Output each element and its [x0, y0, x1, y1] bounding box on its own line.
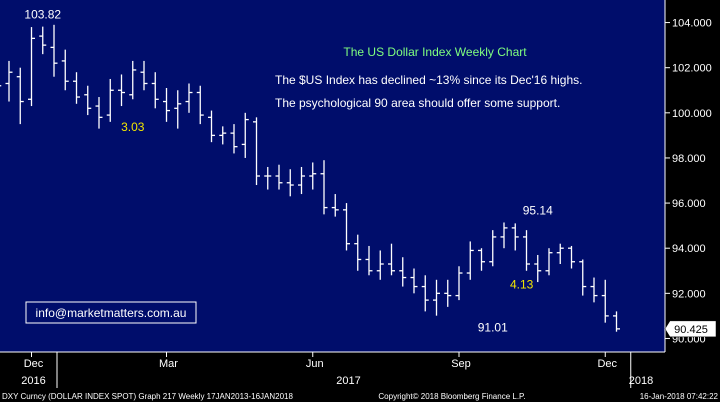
- ohlc-bar: [399, 257, 407, 287]
- y-tick-label: 104.000: [672, 18, 712, 30]
- ohlc-bar: [95, 97, 103, 129]
- chart-title: The US Dollar Index Weekly Chart: [343, 45, 527, 59]
- ohlc-bar: [433, 279, 440, 316]
- annotation-label: 3.03: [121, 120, 145, 134]
- ohlc-bar: [253, 117, 260, 186]
- ohlc-bar: [298, 166, 305, 195]
- ohlc-bar: [118, 74, 125, 107]
- ohlc-bar: [241, 112, 249, 158]
- annotations: 103.82 3.03 91.01 4.13 95.14: [24, 8, 553, 335]
- ohlc-bar: [196, 85, 204, 125]
- ohlc-bar: [129, 60, 137, 100]
- ohlc-bar: [16, 67, 24, 125]
- y-tick-label: 94.000: [672, 243, 706, 255]
- ohlc-bar: [444, 279, 452, 307]
- ohlc-bar: [343, 203, 350, 251]
- ohlc-bar: [320, 160, 328, 215]
- ohlc-bar: [0, 85, 2, 87]
- note-line-1: The $US Index has declined ~13% since it…: [275, 73, 582, 87]
- ohlc-bar: [208, 110, 215, 143]
- ohlc-bar: [455, 266, 463, 301]
- ohlc-bar: [568, 245, 575, 269]
- ohlc-bar: [275, 164, 283, 190]
- ohlc-bar: [601, 279, 609, 323]
- footer-bar: [0, 388, 720, 402]
- ohlc-bar: [556, 243, 564, 264]
- annotation-label: 103.82: [24, 8, 61, 22]
- footer-right: 16-Jan-2018 07:42:22: [640, 392, 719, 401]
- ohlc-bar: [73, 72, 80, 104]
- ohlc-bar: [466, 241, 474, 280]
- ohlc-bars: [0, 24, 620, 332]
- ohlc-bar: [219, 126, 227, 145]
- y-tick-label: 92.000: [672, 288, 706, 300]
- ohlc-bar: [151, 72, 159, 109]
- ohlc-bar: [140, 60, 148, 91]
- ohlc-bar: [579, 259, 587, 296]
- ohlc-bar: [163, 88, 170, 122]
- x-tick-label: Sep: [451, 358, 471, 370]
- ohlc-bar: [50, 24, 58, 77]
- ohlc-bar: [286, 169, 294, 197]
- ohlc-bar: [489, 230, 497, 267]
- last-value-box: [664, 320, 717, 338]
- ohlc-bar: [523, 230, 530, 271]
- ohlc-bar: [545, 248, 553, 276]
- footer-left: DXY Curncy (DOLLAR INDEX SPOT) Graph 217…: [2, 392, 293, 401]
- ohlc-bar: [376, 250, 384, 280]
- ohlc-bar: [174, 90, 182, 129]
- annotation-label: 4.13: [510, 277, 534, 291]
- x-year-label: 2017: [336, 375, 360, 387]
- ohlc-bar: [500, 222, 508, 249]
- ohlc-bar: [331, 194, 339, 217]
- x-year-label: 2018: [629, 375, 653, 387]
- footer-center: Copyright© 2018 Bloomberg Finance L.P.: [378, 392, 525, 401]
- y-axis-panel: [665, 0, 720, 352]
- ohlc-bar: [421, 275, 429, 312]
- ohlc-bar: [590, 277, 598, 303]
- ohlc-bar: [106, 78, 114, 122]
- x-tick-label: Jun: [306, 358, 324, 370]
- ohlc-bar: [5, 60, 13, 102]
- x-tick-label: Mar: [159, 358, 178, 370]
- y-tick-label: 98.000: [672, 153, 706, 165]
- ohlc-bar: [365, 245, 373, 276]
- watermark-box: info@marketmatters.com.au: [25, 301, 197, 324]
- ohlc-bar: [478, 248, 485, 271]
- x-axis-ticks: Dec Mar Jun Sep Dec 2016 2017 2018: [21, 352, 653, 388]
- ohlc-bar: [61, 49, 69, 91]
- ohlc-bar: [230, 124, 238, 154]
- x-tick-label: Dec: [597, 358, 617, 370]
- annotation-label: 91.01: [478, 321, 508, 335]
- watermark-text: info@marketmatters.com.au: [36, 306, 187, 320]
- ohlc-bar: [84, 85, 92, 116]
- ohlc-bar: [511, 223, 519, 251]
- ohlc-bar: [613, 311, 620, 332]
- ohlc-bar: [309, 162, 317, 190]
- ohlc-bar: [354, 234, 362, 271]
- plot-background: [0, 0, 665, 352]
- ohlc-bar: [410, 268, 418, 294]
- ohlc-bar: [28, 27, 35, 107]
- ohlc-bar: [264, 166, 272, 190]
- ohlc-bar: [388, 243, 395, 276]
- annotation-label: 95.14: [523, 203, 553, 217]
- x-tick-label: Dec: [24, 358, 44, 370]
- x-axis-panel: [0, 352, 720, 388]
- note-line-2: The psychological 90 area should offer s…: [275, 96, 560, 110]
- last-value-label: 90.425: [674, 324, 708, 336]
- y-tick-label: 102.000: [672, 63, 712, 75]
- ohlc-bar: [185, 83, 193, 113]
- ohlc-bar: [534, 254, 542, 283]
- y-tick-label: 100.000: [672, 108, 712, 120]
- ohlc-bar: [39, 26, 47, 55]
- y-tick-label: 96.000: [672, 198, 706, 210]
- last-value-marker: 90.425: [664, 320, 717, 338]
- x-year-label: 2016: [21, 375, 45, 387]
